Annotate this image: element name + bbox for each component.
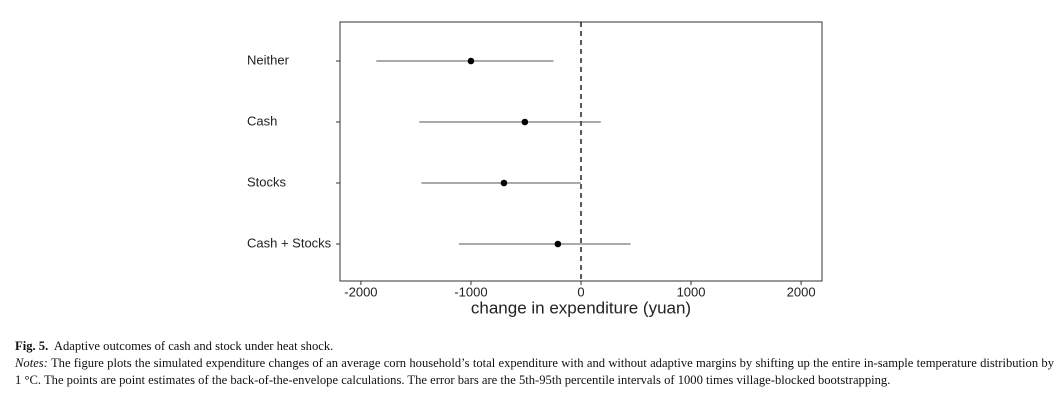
x-tick-label: 0 bbox=[577, 284, 584, 299]
figure-title: Adaptive outcomes of cash and stock unde… bbox=[53, 339, 334, 353]
x-tick-label: 2000 bbox=[787, 284, 816, 299]
x-tick-label: -2000 bbox=[344, 284, 377, 299]
notes-text: The figure plots the simulated expenditu… bbox=[15, 356, 1055, 387]
point bbox=[467, 57, 475, 65]
point bbox=[521, 118, 529, 126]
y-tick-label: Cash + Stocks bbox=[247, 235, 332, 250]
y-tick-label: Cash bbox=[247, 113, 277, 128]
point bbox=[554, 240, 562, 248]
y-tick-label: Neither bbox=[247, 52, 290, 67]
point bbox=[500, 179, 508, 187]
caption-title-line: Fig. 5. Adaptive outcomes of cash and st… bbox=[15, 338, 1054, 355]
notes-label: Notes: bbox=[15, 356, 48, 370]
x-axis-label: change in expenditure (yuan) bbox=[471, 298, 691, 317]
y-tick-label: Stocks bbox=[247, 174, 287, 189]
x-tick-label: 1000 bbox=[677, 284, 706, 299]
figure-label: Fig. 5. bbox=[15, 339, 49, 353]
caption: Fig. 5. Adaptive outcomes of cash and st… bbox=[15, 338, 1054, 389]
x-tick-label: -1000 bbox=[454, 284, 487, 299]
chart: change in expenditure (yuan) -2000 -1000 0… bbox=[247, 21, 823, 317]
caption-notes-block: Notes: The figure plots the simulated ex… bbox=[15, 355, 1054, 389]
